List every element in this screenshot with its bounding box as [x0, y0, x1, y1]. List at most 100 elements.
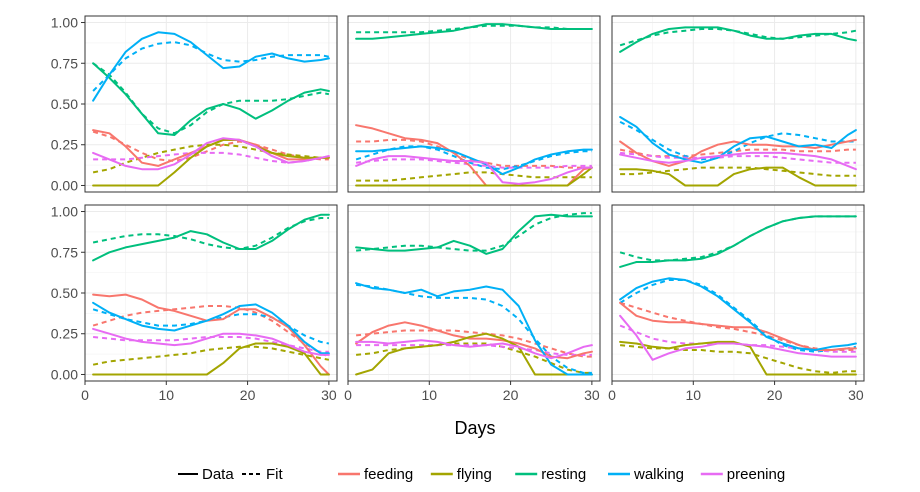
y-tick-label: 1.00: [51, 204, 78, 220]
y-axis-ticks: 0.00 0.25 0.50 0.75 1.00 0.00 0.25 0.50 0.75 1.00: [51, 15, 85, 382]
feeding-fit-line: [356, 138, 592, 169]
preening-data-line: [619, 151, 857, 171]
panel-border: [347, 15, 601, 193]
resting-data-line: [355, 213, 593, 255]
series-group: [619, 215, 857, 376]
preening-fit-line: [355, 158, 592, 169]
feeding-data-line: [92, 293, 330, 376]
resting-data-line: [92, 62, 330, 136]
panel-6: [611, 204, 865, 382]
x-tick-label: 10: [422, 387, 438, 403]
legend-item-flying: flying: [430, 466, 492, 483]
walking-fit-line: [619, 121, 856, 161]
y-tick-label: 0.75: [51, 55, 78, 71]
legend-label: preening: [727, 466, 785, 483]
walking-fit-line: [356, 283, 592, 374]
legend-item-preening: preening: [700, 466, 785, 483]
x-tick-label: 30: [584, 387, 600, 403]
preening-data-line: [355, 339, 593, 360]
x-tick-label: 10: [686, 387, 702, 403]
legend-label: flying: [457, 466, 492, 483]
preening-data-line: [355, 155, 593, 185]
panel-1: [84, 15, 338, 193]
legend-item-fit: Fit: [242, 466, 283, 483]
flying-data-line: [619, 166, 857, 187]
panel-border: [611, 15, 865, 193]
legend-item-feeding: feeding: [338, 466, 413, 483]
panels-layer: [84, 15, 865, 382]
legend-item-data: Data: [178, 466, 234, 483]
y-tick-label: 0.75: [51, 244, 78, 260]
y-tick-label: 0.25: [51, 326, 78, 342]
walking-fit-line: [619, 279, 857, 353]
y-tick-label: 0.00: [51, 366, 78, 382]
legend-item-resting: resting: [515, 466, 586, 483]
x-tick-label: 30: [848, 387, 864, 403]
legend-label: walking: [633, 466, 684, 483]
flying-data-line: [92, 342, 330, 376]
panel-2: [347, 15, 601, 193]
resting-data-line: [619, 215, 857, 268]
flying-data-line: [355, 166, 593, 187]
walking-data-line: [619, 277, 857, 351]
panel-3: [611, 15, 865, 193]
x-tick-label: 0: [608, 387, 616, 403]
flying-data-line: [355, 332, 593, 376]
feeding-data-line: [619, 301, 857, 351]
panel-4: [84, 204, 338, 382]
legend-label: Fit: [266, 466, 283, 483]
x-tick-label: 20: [503, 387, 519, 403]
walking-data-line: [92, 31, 330, 102]
legend: Data Fit feeding flying resting walking preeni…: [178, 466, 785, 483]
legend-label: resting: [541, 466, 586, 483]
panel-border: [347, 204, 601, 382]
legend-item-walking: walking: [608, 466, 684, 483]
series-group: [92, 213, 330, 376]
feeding-fit-line: [92, 130, 329, 162]
walking-data-line: [92, 301, 330, 355]
resting-fit-line: [356, 24, 592, 34]
legend-label: Data: [202, 466, 234, 483]
resting-data-line: [92, 213, 330, 262]
series-group: [355, 23, 593, 187]
preening-fit-line: [93, 151, 330, 164]
panel-border: [611, 204, 865, 382]
y-tick-label: 1.00: [51, 15, 78, 31]
walking-data-line: [355, 282, 593, 376]
x-axis-ticks: 0 10 20 30 0 10 20 30 0 10 20 30: [81, 381, 864, 403]
legend-label: feeding: [364, 466, 413, 483]
y-tick-label: 0.25: [51, 137, 78, 153]
flying-fit-line: [356, 342, 592, 374]
x-tick-label: 30: [321, 387, 337, 403]
x-tick-label: 10: [159, 387, 175, 403]
preening-data-line: [92, 327, 330, 356]
walking-fit-line: [92, 41, 330, 92]
x-tick-label: 0: [344, 387, 352, 403]
y-tick-label: 0.50: [51, 285, 78, 301]
resting-fit-line: [356, 212, 592, 252]
flying-data-line: [92, 138, 330, 187]
x-axis-title: Days: [454, 418, 495, 438]
resting-data-line: [619, 26, 857, 53]
panel-5: [347, 204, 601, 382]
walking-fit-line: [92, 308, 330, 345]
preening-data-line: [619, 314, 857, 361]
y-tick-label: 0.50: [51, 96, 78, 112]
series-group: [619, 26, 857, 187]
feeding-fit-line: [355, 329, 592, 358]
series-group: [355, 212, 593, 376]
preening-data-line: [92, 137, 330, 171]
series-group: [92, 31, 330, 187]
walking-fit-line: [355, 145, 592, 171]
preening-fit-line: [620, 151, 856, 164]
x-tick-label: 20: [767, 387, 783, 403]
x-tick-label: 20: [240, 387, 256, 403]
y-tick-label: 0.00: [51, 177, 78, 193]
walking-data-line: [619, 116, 857, 164]
flying-fit-line: [92, 143, 329, 174]
flying-fit-line: [356, 171, 592, 182]
x-tick-label: 0: [81, 387, 89, 403]
resting-data-line: [355, 23, 593, 40]
feeding-data-line: [355, 321, 593, 360]
